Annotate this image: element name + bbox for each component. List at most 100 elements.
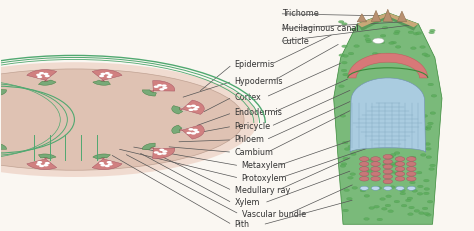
Text: Mucilaginous canal: Mucilaginous canal	[282, 24, 358, 33]
Polygon shape	[350, 78, 426, 152]
Circle shape	[351, 28, 356, 31]
Polygon shape	[383, 9, 392, 21]
Text: Metaxylem: Metaxylem	[242, 161, 286, 170]
Circle shape	[100, 73, 106, 75]
Circle shape	[420, 154, 426, 156]
Circle shape	[383, 179, 392, 184]
Circle shape	[367, 170, 373, 172]
Circle shape	[407, 162, 416, 166]
Circle shape	[409, 206, 414, 209]
Circle shape	[339, 54, 345, 57]
Circle shape	[407, 157, 416, 161]
Circle shape	[424, 192, 429, 195]
Circle shape	[426, 147, 431, 150]
Polygon shape	[179, 125, 204, 139]
Circle shape	[430, 164, 436, 167]
Text: Trichome: Trichome	[282, 9, 319, 18]
Circle shape	[186, 105, 191, 107]
Circle shape	[391, 41, 396, 44]
Circle shape	[401, 204, 407, 207]
Circle shape	[394, 30, 400, 33]
Circle shape	[407, 186, 416, 190]
Text: Protoxylem: Protoxylem	[242, 174, 287, 183]
Circle shape	[346, 198, 352, 200]
Circle shape	[43, 164, 48, 167]
Circle shape	[108, 74, 113, 76]
Polygon shape	[179, 100, 204, 114]
Circle shape	[342, 61, 347, 64]
Circle shape	[354, 45, 359, 47]
Circle shape	[424, 179, 429, 182]
Circle shape	[371, 172, 380, 176]
Circle shape	[359, 167, 369, 171]
Circle shape	[394, 172, 399, 175]
Circle shape	[193, 129, 198, 131]
Circle shape	[383, 169, 392, 174]
Circle shape	[342, 45, 347, 48]
Circle shape	[427, 200, 433, 203]
Circle shape	[359, 157, 369, 161]
Circle shape	[388, 156, 394, 158]
Circle shape	[343, 55, 348, 57]
Circle shape	[343, 209, 348, 212]
Polygon shape	[334, 13, 442, 224]
Circle shape	[420, 46, 425, 48]
Circle shape	[385, 53, 391, 56]
Circle shape	[371, 162, 380, 166]
Circle shape	[338, 21, 344, 23]
Circle shape	[100, 164, 106, 167]
Circle shape	[402, 57, 408, 59]
Ellipse shape	[0, 69, 244, 170]
Circle shape	[389, 170, 394, 173]
Circle shape	[426, 213, 431, 216]
Circle shape	[360, 189, 366, 192]
Polygon shape	[0, 143, 7, 149]
Polygon shape	[357, 13, 419, 27]
Circle shape	[45, 75, 50, 77]
Circle shape	[374, 178, 379, 180]
Circle shape	[186, 132, 191, 134]
Circle shape	[105, 165, 110, 167]
Circle shape	[380, 34, 386, 37]
Polygon shape	[142, 143, 155, 150]
Circle shape	[407, 172, 416, 176]
Circle shape	[37, 161, 42, 163]
Circle shape	[377, 39, 383, 42]
Circle shape	[407, 167, 416, 171]
Circle shape	[405, 199, 411, 202]
Circle shape	[191, 132, 196, 135]
Circle shape	[372, 52, 378, 55]
Circle shape	[394, 200, 400, 203]
Circle shape	[194, 106, 200, 108]
Polygon shape	[142, 90, 156, 96]
Circle shape	[351, 153, 356, 155]
Circle shape	[99, 162, 104, 164]
Circle shape	[389, 42, 394, 44]
Circle shape	[386, 195, 392, 198]
Circle shape	[417, 192, 423, 195]
Circle shape	[392, 164, 398, 167]
Circle shape	[107, 161, 112, 163]
Circle shape	[383, 164, 388, 167]
Circle shape	[408, 31, 414, 34]
Text: Endodermis: Endodermis	[235, 108, 283, 117]
Polygon shape	[172, 125, 182, 134]
Circle shape	[341, 163, 347, 165]
Circle shape	[422, 207, 428, 210]
Circle shape	[359, 172, 369, 176]
Circle shape	[344, 189, 349, 191]
Text: Medullary ray: Medullary ray	[235, 186, 290, 195]
Circle shape	[359, 162, 369, 166]
Circle shape	[419, 212, 424, 214]
Circle shape	[340, 115, 346, 117]
Circle shape	[343, 73, 348, 76]
Circle shape	[401, 58, 406, 61]
Circle shape	[338, 85, 344, 88]
Circle shape	[371, 176, 380, 181]
Circle shape	[107, 76, 112, 78]
Circle shape	[395, 162, 405, 166]
Circle shape	[395, 157, 405, 161]
Circle shape	[373, 38, 384, 43]
Circle shape	[162, 84, 167, 87]
Circle shape	[393, 32, 399, 35]
